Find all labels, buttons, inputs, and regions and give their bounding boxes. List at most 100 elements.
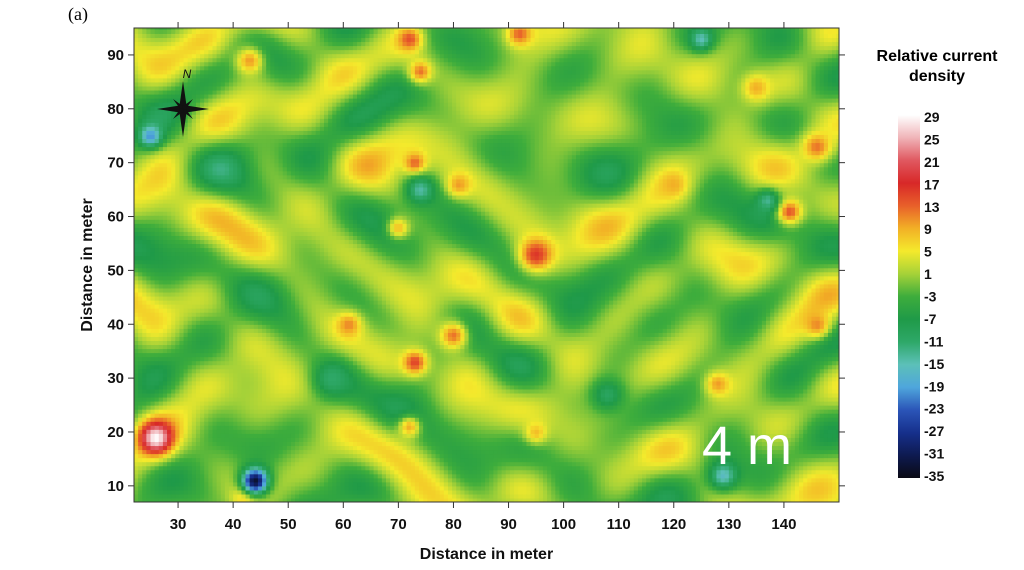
heatmap-cell — [162, 401, 168, 406]
heatmap-cell — [241, 247, 247, 253]
heatmap-cell — [154, 45, 160, 51]
heatmap-cell — [167, 360, 172, 366]
heatmap-cell — [278, 203, 284, 208]
heatmap-cell — [175, 328, 181, 333]
heatmap-cell — [134, 158, 139, 164]
heatmap-cell — [138, 28, 143, 30]
heatmap-cell — [134, 207, 139, 212]
heatmap-cell — [171, 182, 176, 188]
heatmap-cell — [249, 485, 255, 491]
heatmap-cell — [138, 81, 143, 87]
heatmap-cell — [237, 267, 242, 273]
heatmap-cell — [208, 384, 214, 390]
heatmap-cell — [154, 348, 160, 354]
heatmap-cell — [262, 348, 267, 354]
heatmap-cell — [154, 267, 160, 273]
heatmap-cell — [208, 77, 214, 83]
heatmap-cell — [134, 194, 139, 200]
heatmap-cell — [253, 37, 259, 43]
heatmap-cell — [167, 405, 172, 410]
heatmap-cell — [216, 211, 222, 216]
heatmap-cell — [134, 453, 139, 459]
heatmap-cell — [233, 409, 238, 414]
heatmap-cell — [150, 384, 156, 390]
heatmap-cell — [229, 194, 234, 200]
heatmap-cell — [224, 312, 230, 317]
heatmap-cell — [138, 178, 143, 184]
heatmap-cell — [162, 376, 168, 382]
heatmap-cell — [286, 77, 292, 83]
heatmap-cell — [138, 251, 143, 257]
heatmap-cell — [286, 29, 292, 34]
heatmap-cell — [204, 239, 209, 245]
heatmap-cell — [249, 130, 255, 135]
heatmap-cell — [200, 332, 205, 337]
heatmap-cell — [241, 227, 247, 232]
heatmap-cell — [237, 247, 242, 253]
heatmap-cell — [204, 77, 209, 83]
heatmap-cell — [146, 312, 152, 317]
heatmap-cell — [286, 259, 292, 265]
heatmap-cell — [237, 437, 242, 442]
heatmap-cell — [299, 477, 304, 483]
heatmap-cell — [237, 255, 242, 261]
heatmap-cell — [150, 85, 156, 91]
heatmap-cell — [229, 182, 234, 188]
heatmap-cell — [216, 457, 222, 463]
heatmap-cell — [175, 287, 181, 293]
heatmap-cell — [257, 170, 263, 176]
heatmap-cell — [249, 271, 255, 277]
heatmap-cell — [266, 465, 271, 471]
heatmap-cell — [146, 81, 152, 87]
heatmap-cell — [146, 41, 152, 47]
heatmap-cell — [195, 271, 201, 277]
heatmap-cell — [282, 437, 288, 442]
heatmap-cell — [171, 364, 176, 370]
heatmap-cell — [183, 356, 189, 362]
heatmap-cell — [282, 485, 288, 491]
heatmap-cell — [295, 485, 300, 491]
heatmap-cell — [229, 37, 234, 43]
heatmap-cell — [295, 89, 300, 95]
heatmap-cell — [167, 255, 172, 261]
heatmap-cell — [307, 461, 313, 467]
heatmap-cell — [162, 449, 168, 455]
heatmap-cell — [183, 433, 189, 438]
heatmap-cell — [212, 215, 218, 220]
heatmap-cell — [295, 449, 300, 455]
heatmap-cell — [183, 186, 189, 192]
heatmap-cell — [150, 93, 156, 99]
heatmap-cell — [241, 138, 247, 144]
heatmap-cell — [241, 215, 247, 220]
heatmap-cell — [183, 259, 189, 265]
heatmap-cell — [241, 328, 247, 333]
heatmap-cell — [257, 469, 263, 475]
heatmap-cell — [299, 275, 304, 281]
heatmap-cell — [224, 409, 230, 414]
heatmap-cell — [158, 453, 164, 459]
heatmap-cell — [224, 324, 230, 329]
heatmap-cell — [220, 251, 226, 257]
heatmap-cell — [142, 481, 147, 487]
heatmap-cell — [162, 461, 168, 467]
heatmap-cell — [282, 207, 288, 212]
heatmap-cell — [175, 239, 181, 245]
heatmap-cell — [253, 85, 259, 91]
heatmap-cell — [295, 417, 300, 422]
heatmap-cell — [175, 376, 181, 382]
heatmap-cell — [241, 340, 247, 346]
heatmap-cell — [162, 433, 168, 438]
heatmap-cell — [245, 356, 251, 362]
heatmap-cell — [282, 186, 288, 192]
heatmap-cell — [253, 283, 259, 289]
heatmap-cell — [286, 215, 292, 220]
heatmap-cell — [229, 215, 234, 220]
heatmap-cell — [187, 396, 193, 402]
heatmap-cell — [303, 49, 309, 55]
heatmap-cell — [146, 413, 152, 418]
heatmap-cell — [191, 328, 197, 333]
heatmap-cell — [167, 453, 172, 459]
heatmap-cell — [171, 130, 176, 135]
heatmap-cell — [154, 57, 160, 63]
heatmap-cell — [299, 259, 304, 265]
